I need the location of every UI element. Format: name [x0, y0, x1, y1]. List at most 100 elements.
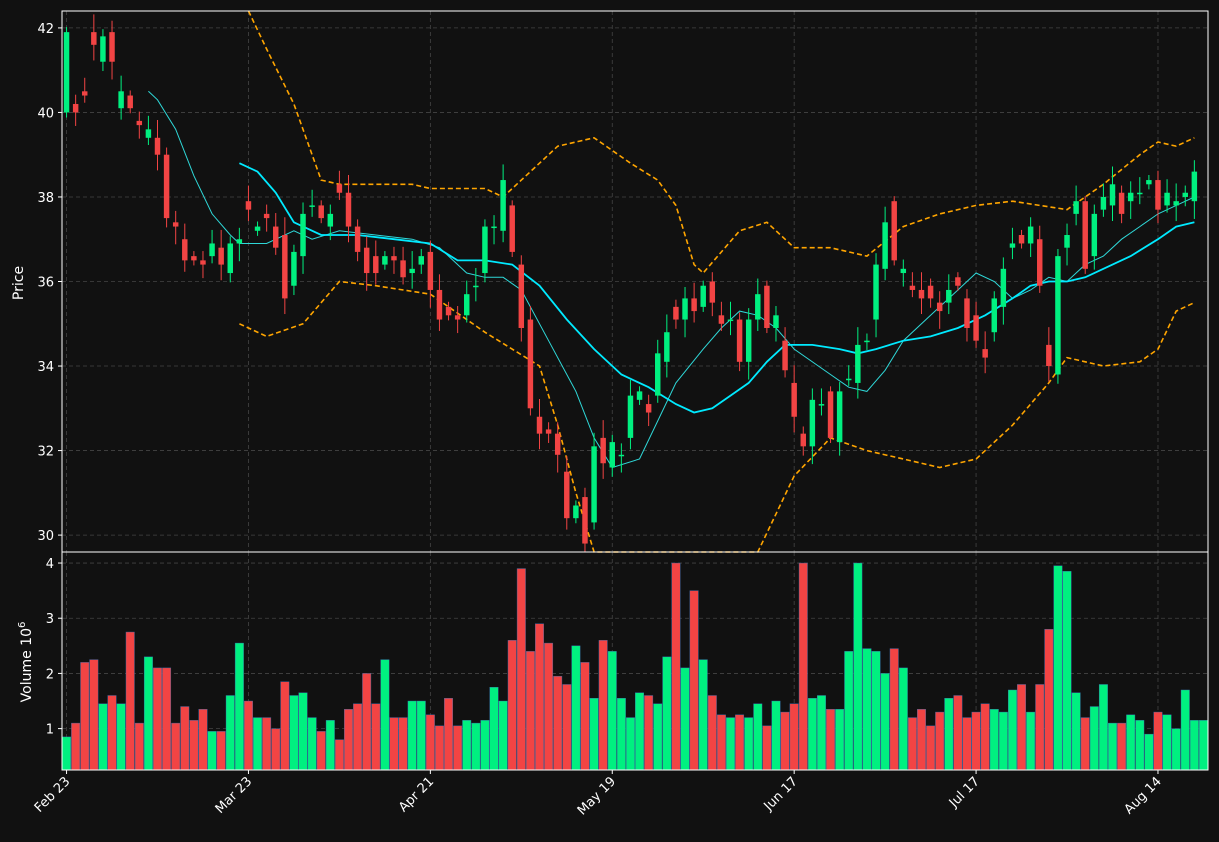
volume-bar [780, 711, 790, 771]
candle-body [400, 260, 406, 278]
candle-body [918, 289, 925, 299]
candle-body [1073, 201, 1079, 214]
volume-bar [1071, 692, 1081, 771]
volume-bar [416, 700, 426, 771]
price-tick-label: 42 [37, 22, 54, 37]
volume-bars [62, 562, 1208, 771]
volume-bar [989, 709, 999, 771]
volume-tick-label: 2 [46, 667, 54, 682]
price-tick-label: 32 [37, 445, 54, 460]
volume-bar [607, 651, 617, 771]
volume-bar [71, 722, 81, 771]
candle-body [1082, 201, 1088, 269]
candle-body [345, 192, 352, 227]
volume-bar [407, 700, 417, 771]
candle-body [145, 129, 152, 138]
volume-bar [1062, 571, 1072, 771]
volume-bar [535, 623, 544, 771]
candle-body [554, 433, 561, 455]
volume-bar [389, 717, 399, 771]
volume-bar [798, 562, 808, 771]
volume-bar [817, 695, 826, 771]
candle-body [363, 247, 370, 274]
short-moving-average-line [148, 90, 1195, 469]
volume-bar [471, 722, 481, 771]
candle-body [1191, 171, 1198, 202]
volume-bar [453, 725, 463, 771]
candle-body [182, 239, 188, 261]
candle-body [354, 226, 361, 252]
candle-body [1182, 192, 1188, 197]
candle-body [1055, 256, 1061, 375]
candle-body [800, 433, 806, 447]
candle-body [645, 404, 652, 413]
volume-tick-label: 4 [46, 557, 54, 572]
volume-bar [762, 725, 772, 771]
volume-bar [898, 667, 908, 771]
volume-bar [716, 714, 726, 771]
candle-body [691, 298, 697, 312]
candle-body [682, 298, 688, 320]
candle-body [636, 391, 643, 400]
candlesticks [63, 14, 1198, 552]
candle-body [591, 446, 597, 523]
candle-body [782, 340, 788, 371]
volume-bar [1053, 565, 1063, 771]
volume-bar [180, 706, 190, 771]
volume-bar [380, 659, 390, 771]
candle-body [118, 91, 124, 109]
candle-body [245, 201, 252, 210]
volume-bar [844, 651, 854, 771]
candle-body [454, 315, 461, 320]
volume-bar [280, 681, 290, 771]
volume-bar [644, 695, 654, 771]
candle-body [846, 378, 852, 381]
candle-body [445, 306, 452, 316]
volume-bar [398, 717, 408, 771]
candle-body [745, 319, 752, 362]
volume-tick-label: 3 [46, 612, 54, 627]
candle-body [618, 454, 625, 457]
volume-bar [635, 692, 644, 771]
volume-bar [562, 684, 572, 771]
volume-bar [480, 720, 490, 771]
volume-bar [153, 667, 162, 771]
volume-bar [689, 590, 699, 771]
candle-body [464, 294, 470, 316]
candle-body [936, 302, 943, 312]
volume-bar [1199, 720, 1208, 771]
candle-body [1037, 239, 1043, 286]
price-tick-label: 36 [37, 276, 54, 291]
candle-body [982, 349, 988, 358]
candle-body [409, 268, 415, 274]
volume-panel-frame [61, 551, 1209, 771]
candle-body [509, 205, 515, 252]
volume-bar [89, 659, 99, 771]
volume-bar [1144, 733, 1154, 771]
volume-bar [698, 659, 708, 771]
volume-bar [589, 698, 599, 771]
volume-bar [1153, 711, 1163, 771]
candle-body [127, 95, 133, 109]
candle-body [955, 277, 961, 286]
price-tick-label: 40 [37, 106, 54, 121]
candle-body [327, 213, 334, 227]
candle-body [564, 471, 570, 519]
volume-bar [444, 698, 453, 771]
candle-body [100, 36, 106, 62]
candle-body [154, 137, 161, 155]
candle-body [254, 226, 261, 231]
candle-body [136, 120, 143, 126]
candle-body [500, 180, 506, 231]
volume-bar [707, 695, 717, 771]
volume-bar [325, 720, 335, 771]
volume-tick-label: 1 [46, 723, 54, 738]
volume-bar [507, 640, 517, 771]
volume-bar [362, 673, 372, 771]
volume-bar [316, 731, 326, 771]
volume-bar [753, 703, 763, 771]
candle-body [755, 294, 761, 320]
candle-body [273, 226, 279, 248]
volume-bar [935, 711, 945, 771]
volume-bar [1171, 728, 1181, 771]
